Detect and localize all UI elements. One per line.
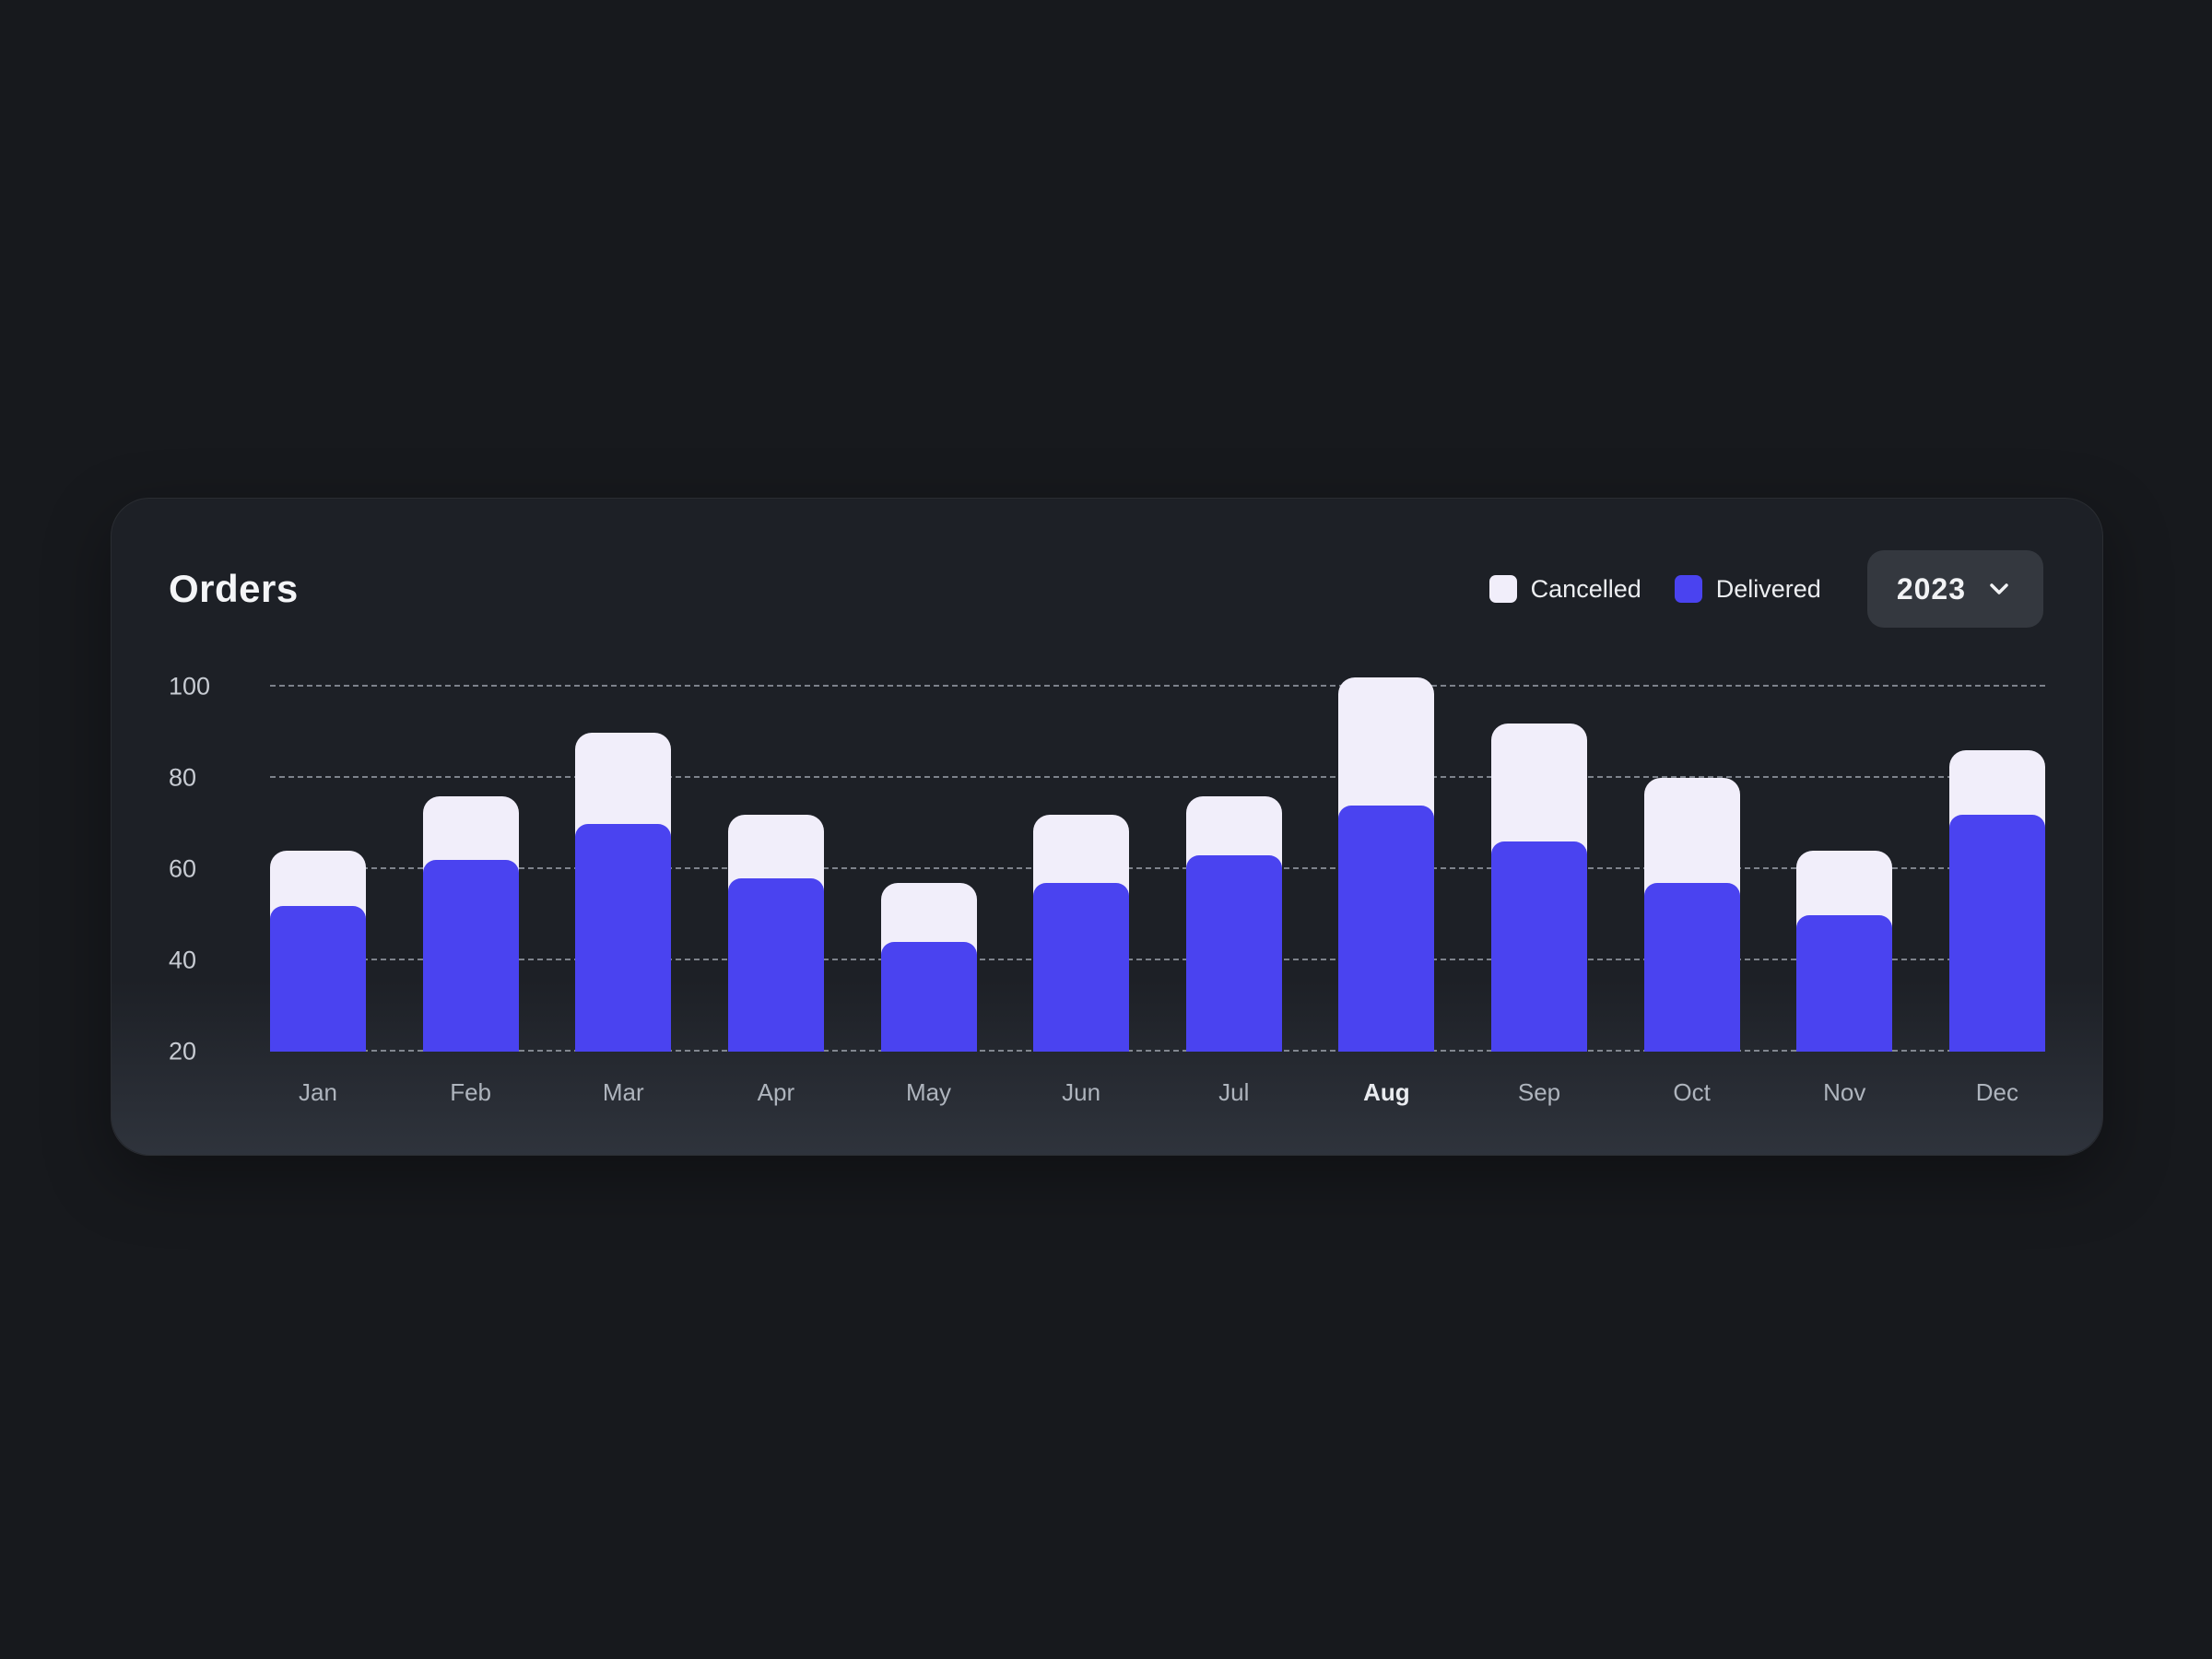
y-axis-label: 100: [169, 672, 211, 700]
bar-segment-delivered[interactable]: [422, 860, 519, 1052]
x-axis-label: Feb: [450, 1078, 492, 1106]
x-axis-label: Oct: [1673, 1078, 1711, 1106]
bar-segment-delivered[interactable]: [880, 942, 977, 1052]
page-title: Orders: [169, 567, 299, 610]
bar-segment-delivered[interactable]: [1796, 914, 1893, 1052]
bar-segment-delivered[interactable]: [270, 905, 366, 1052]
header-controls: Cancelled Delivered 2023: [1488, 550, 2043, 628]
y-axis-label: 60: [169, 854, 197, 883]
x-axis-label: Jul: [1218, 1078, 1250, 1106]
bar-segment-delivered[interactable]: [1338, 805, 1435, 1052]
bar-group-aug: Aug: [1338, 646, 1435, 1106]
year-value: 2023: [1896, 571, 1966, 606]
bar-segment-delivered[interactable]: [727, 877, 824, 1052]
x-axis-label: Jan: [299, 1078, 337, 1106]
bar-group-jan: Jan: [270, 646, 366, 1106]
x-axis-label: Mar: [602, 1078, 644, 1106]
bar-segment-delivered[interactable]: [1033, 882, 1130, 1052]
chevron-down-icon: [1990, 583, 2008, 594]
orders-chart: 20 40 60 80 100 Jan Feb Mar Apr May Jun Jul Aug Sep O…: [169, 646, 2045, 1106]
year-selector[interactable]: 2023: [1866, 550, 2043, 628]
bar-segment-delivered[interactable]: [1643, 882, 1740, 1052]
x-axis-label: Nov: [1823, 1078, 1866, 1106]
bar-group-mar: Mar: [575, 646, 672, 1106]
legend-swatch-cancelled: [1488, 575, 1517, 603]
bar-segment-delivered[interactable]: [1185, 855, 1282, 1052]
bar-group-may: May: [880, 646, 977, 1106]
bar-segment-delivered[interactable]: [575, 823, 672, 1052]
card-header: Orders Cancelled Delivered 2023: [169, 547, 2043, 631]
x-axis-label: May: [905, 1078, 952, 1106]
x-axis-label: Sep: [1517, 1078, 1561, 1106]
legend-label-cancelled: Cancelled: [1530, 574, 1641, 603]
legend-item-delivered[interactable]: Delivered: [1674, 574, 1821, 604]
bar-segment-delivered[interactable]: [1491, 841, 1587, 1052]
chart-legend: Cancelled Delivered: [1488, 574, 1821, 604]
orders-card: Orders Cancelled Delivered 2023: [111, 498, 2103, 1156]
bar-group-dec: Dec: [1948, 646, 2045, 1106]
x-axis-label: Jun: [1062, 1078, 1101, 1106]
bar-segment-delivered[interactable]: [1948, 814, 2045, 1052]
legend-label-delivered: Delivered: [1715, 574, 1821, 603]
bar-group-jun: Jun: [1033, 646, 1130, 1106]
chart-bars: Jan Feb Mar Apr May Jun Jul Aug Sep Oct Nov Dec: [270, 646, 2045, 1106]
bar-group-oct: Oct: [1643, 646, 1740, 1106]
legend-swatch-delivered: [1674, 575, 1702, 603]
legend-item-cancelled[interactable]: Cancelled: [1488, 574, 1641, 604]
bar-group-jul: Jul: [1185, 646, 1282, 1106]
bar-group-nov: Nov: [1796, 646, 1893, 1106]
y-axis-label: 20: [169, 1037, 197, 1065]
bar-group-apr: Apr: [727, 646, 824, 1106]
x-axis-label: Aug: [1363, 1078, 1410, 1106]
y-axis-label: 80: [169, 763, 197, 792]
x-axis-label: Dec: [1975, 1078, 2018, 1106]
bar-group-sep: Sep: [1491, 646, 1587, 1106]
bar-group-feb: Feb: [422, 646, 519, 1106]
y-axis-label: 40: [169, 946, 197, 974]
x-axis-label: Apr: [757, 1078, 795, 1106]
